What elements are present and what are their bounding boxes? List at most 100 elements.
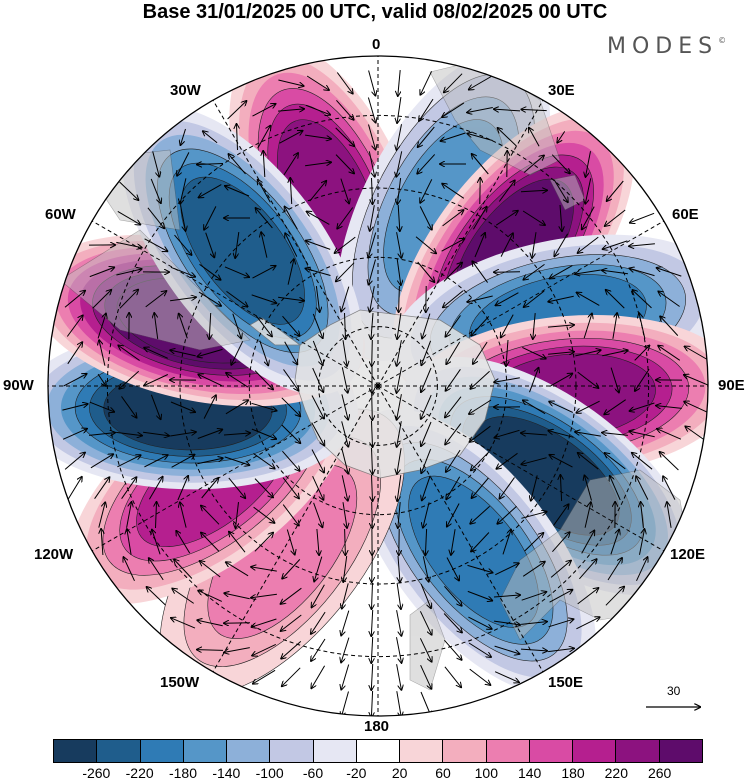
wind-vector: [94, 477, 110, 499]
wind-vector: [144, 374, 169, 386]
wind-vector: [156, 502, 157, 529]
wind-vector: [181, 128, 186, 145]
wind-vector: [341, 637, 350, 663]
colorbar-tick-label: -220: [125, 765, 154, 781]
wind-vector: [201, 533, 220, 552]
wind-vector: [397, 97, 402, 123]
wind-vector: [305, 162, 331, 167]
wind-vector: [658, 292, 680, 307]
wind-vector: [584, 502, 591, 528]
wind-vector: [575, 350, 600, 357]
wind-vector: [305, 134, 331, 139]
colorbar-tick-label: -20: [346, 765, 367, 781]
lon-label-30e: 30E: [548, 82, 575, 99]
wind-vector: [468, 642, 491, 657]
wind-vector: [398, 555, 400, 582]
wind-vector: [204, 206, 217, 229]
wind-vector: [660, 316, 679, 336]
wind-vector: [502, 530, 511, 555]
wind-vector: [127, 529, 132, 555]
wind-vector: [199, 263, 221, 279]
south-pole-marker: [376, 384, 380, 388]
wind-vector: [281, 424, 301, 443]
map-title: Base 31/01/2025 00 UTC, valid 08/02/2025…: [142, 1, 608, 23]
wind-vector: [471, 316, 490, 335]
colorbar-tick-label: 180: [561, 765, 585, 781]
modes-logo: MODES©: [607, 34, 727, 59]
wind-vector: [579, 559, 596, 580]
wind-vector: [444, 73, 463, 93]
wind-vector: [119, 290, 138, 309]
wind-vector: [605, 209, 626, 226]
wind-vector: [372, 501, 373, 528]
colorbar-swatch: [140, 740, 184, 762]
wind-vector: [229, 532, 246, 553]
wind-vector: [287, 259, 294, 285]
wind-vector: [396, 259, 401, 285]
wind-vector: [372, 474, 373, 501]
lon-label-60w: 60W: [45, 206, 76, 223]
wind-vector: [371, 609, 372, 636]
copyright-mark: ©: [718, 36, 727, 45]
wind-vector: [255, 315, 272, 337]
wind-vector: [521, 109, 547, 110]
colorbar-tick-label: 260: [647, 765, 672, 781]
wind-vector: [397, 124, 402, 150]
wind-vector: [371, 690, 372, 716]
meridian-line: [377, 99, 544, 387]
wind-vector: [282, 477, 299, 499]
wind-vector: [550, 265, 573, 279]
wind-vector: [397, 394, 402, 420]
wind-vector: [89, 433, 115, 436]
wind-vector: [284, 341, 298, 365]
wind-vector: [553, 504, 569, 526]
wind-vector: [226, 290, 248, 306]
wind-vector: [197, 620, 223, 627]
lon-label-120e: 120E: [670, 546, 706, 563]
wind-vector: [495, 429, 520, 437]
wind-vector: [180, 502, 187, 528]
wind-vector: [500, 233, 513, 257]
lon-label-180: 180: [364, 718, 390, 735]
wind-vector: [341, 475, 348, 500]
wind-vector: [657, 268, 682, 277]
wind-vector: [341, 394, 348, 419]
wind-vector: [312, 340, 322, 365]
wind-vector: [256, 208, 273, 229]
wind-vector: [372, 339, 373, 366]
wind-vector: [370, 286, 375, 312]
wind-vector: [63, 374, 87, 387]
wind-vector: [578, 453, 599, 470]
wind-vector: [336, 72, 352, 94]
wind-vector: [372, 393, 373, 420]
wind-vector: [281, 587, 302, 604]
wind-vector: [442, 184, 465, 199]
wind-vector: [98, 502, 105, 528]
wind-vector: [421, 421, 432, 446]
wind-vector: [170, 297, 196, 302]
wind-vector: [225, 400, 248, 415]
wind-vector: [227, 101, 247, 120]
wind-vector: [469, 399, 492, 414]
wind-vector: [472, 477, 489, 498]
wind-vector: [415, 236, 436, 254]
wind-vector: [522, 210, 545, 225]
wind-vector: [471, 532, 490, 552]
wind-vector: [372, 177, 373, 204]
wind-vector: [97, 373, 106, 386]
wind-vector: [311, 665, 326, 688]
wind-vector: [554, 233, 569, 256]
wind-vector: [368, 70, 376, 96]
wind-vector: [313, 502, 323, 527]
latitude-circle: [106, 114, 650, 658]
wind-vector: [470, 370, 490, 389]
wind-vector: [368, 124, 376, 150]
wind-vector: [520, 190, 547, 191]
wind-vector: [585, 178, 592, 203]
wind-vector: [685, 347, 708, 360]
wind-vector: [602, 350, 627, 357]
wind-vector: [419, 98, 434, 121]
wind-vector: [419, 611, 431, 634]
wind-vector: [199, 184, 222, 198]
wind-vector: [64, 291, 85, 308]
